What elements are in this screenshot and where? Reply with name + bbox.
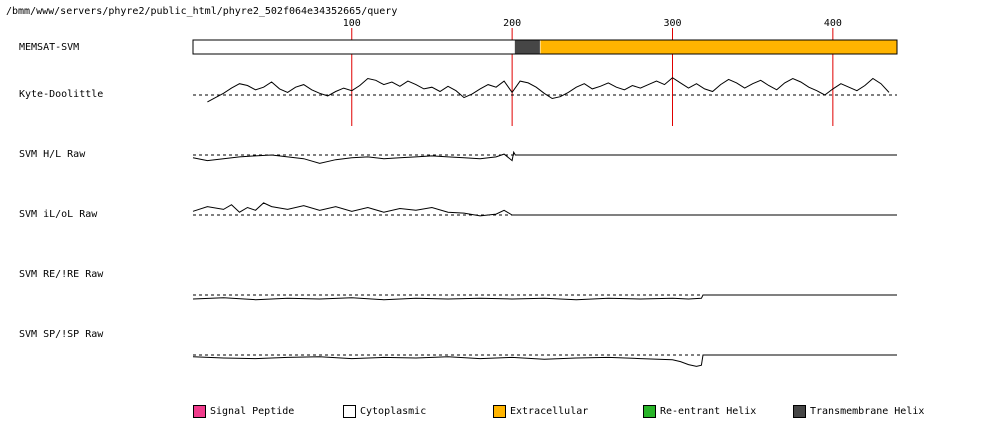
track-svm-il-ol-raw: SVM iL/oL Raw — [19, 202, 897, 220]
profile-line-svm-h-l-raw — [192, 150, 897, 164]
legend-reentrant-helix: Re-entrant Helix — [643, 405, 756, 418]
legend-label-cytoplasmic: Cytoplasmic — [360, 406, 427, 417]
profile-line-kyte-doolittle — [207, 77, 890, 103]
track-label-svm-re-re-raw: SVM RE/!RE Raw — [19, 269, 104, 280]
legend-swatch-signal-peptide — [193, 405, 206, 418]
track-svm-re-re-raw: SVM RE/!RE Raw — [19, 269, 897, 301]
legend-swatch-cytoplasmic — [343, 405, 356, 418]
legend-label-reentrant-helix: Re-entrant Helix — [660, 406, 757, 417]
track-label-memsat-svm: MEMSAT-SVM — [19, 42, 79, 53]
profile-line-svm-il-ol-raw — [192, 202, 897, 217]
legend-label-extracellular: Extracellular — [510, 406, 589, 417]
legend-extracellular: Extracellular — [493, 405, 588, 418]
legend-signal-peptide: Signal Peptide — [193, 405, 294, 418]
page-path-title: /bmm/www/servers/phyre2/public_html/phyr… — [6, 6, 398, 17]
legend-swatch-reentrant-helix — [643, 405, 656, 418]
legend-swatch-extracellular — [493, 405, 506, 418]
track-label-svm-il-ol-raw: SVM iL/oL Raw — [19, 209, 98, 220]
tick-label-400: 400 — [824, 18, 842, 29]
tick-label-100: 100 — [343, 18, 361, 29]
legend-label-signal-peptide: Signal Peptide — [210, 406, 295, 417]
topology-frame — [192, 39, 898, 55]
topology-segment-extracellular — [540, 40, 898, 54]
tick-layer: 100 200 300 400 — [343, 18, 842, 126]
profile-line-svm-re-re-raw — [192, 294, 897, 301]
track-svm-sp-sp-raw: SVM SP/!SP Raw — [19, 329, 897, 367]
tick-label-300: 300 — [663, 18, 681, 29]
tick-label-200: 200 — [503, 18, 521, 29]
track-kyte-doolittle: Kyte-Doolittle — [19, 77, 897, 103]
topology-segment-cytoplasmic — [193, 40, 515, 54]
track-label-kyte-doolittle: Kyte-Doolittle — [19, 89, 103, 100]
legend-transmembrane-helix: Transmembrane Helix — [793, 405, 924, 418]
topology-segment-transmembrane_helix — [514, 40, 540, 54]
profile-line-svm-sp-sp-raw — [192, 354, 897, 367]
track-svm-h-l-raw: SVM H/L Raw — [19, 149, 897, 164]
track-memsat-svm: MEMSAT-SVM — [19, 39, 898, 55]
legend-label-transmembrane-helix: Transmembrane Helix — [810, 406, 925, 417]
tracks-layer: MEMSAT-SVM Kyte-Doolittle SVM H/L Raw SVM i… — [19, 39, 898, 367]
track-label-svm-h-l-raw: SVM H/L Raw — [19, 149, 86, 160]
legend-cytoplasmic: Cytoplasmic — [343, 405, 426, 418]
legend-swatch-transmembrane-helix — [793, 405, 806, 418]
track-label-svm-sp-sp-raw: SVM SP/!SP Raw — [19, 329, 104, 340]
